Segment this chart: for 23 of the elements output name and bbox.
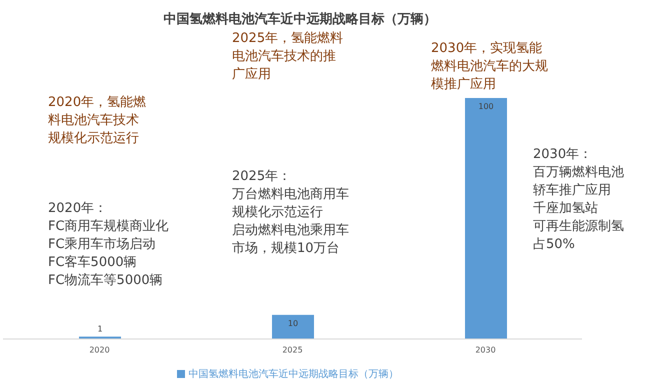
annotation: 2025年： [232,168,292,186]
text: 2030年，实现氢能燃料电池汽车的大规模推广应用 [431,40,549,94]
data-label: 1 [97,324,103,334]
annotation: FC客车5000辆 [48,254,138,272]
x-tick-label: 2025 [282,346,303,355]
annotation: 千座加氢站 [533,200,599,218]
x-tick-label: 2020 [89,346,110,355]
annotation: 2020年： [48,200,108,218]
data-label: 10 [288,318,298,328]
chart-title: 中国氢燃料电池汽车近中远期战略目标（万辆） [162,10,438,28]
data-label: 100 [478,102,494,111]
annotation: 2030年： [533,146,594,164]
annotation: FC商用车规模商业化 [48,218,170,236]
annotation: 2020年，氢能燃料电池汽车技术规模化示范运行 [48,94,148,148]
annotation: 万台燃料电池商用车规模化示范运行 [232,186,350,222]
annotation: FC物流车等5000辆 [48,272,164,290]
annotation: 可再生能源制氢占50% [533,218,625,254]
text: 2025年，氢能燃料电池汽车技术的推广应用 [232,30,344,84]
x-tick-label: 2030 [475,346,496,355]
annotation: 百万辆燃料电池轿车推广应用 [533,164,625,200]
legend-label: 中国氢燃料电池汽车近中远期战略目标（万辆） [188,369,398,380]
annotation: 启动燃料电池乘用车市场，规模10万台 [232,222,350,258]
annotation: FC乘用车市场启动 [48,236,157,254]
